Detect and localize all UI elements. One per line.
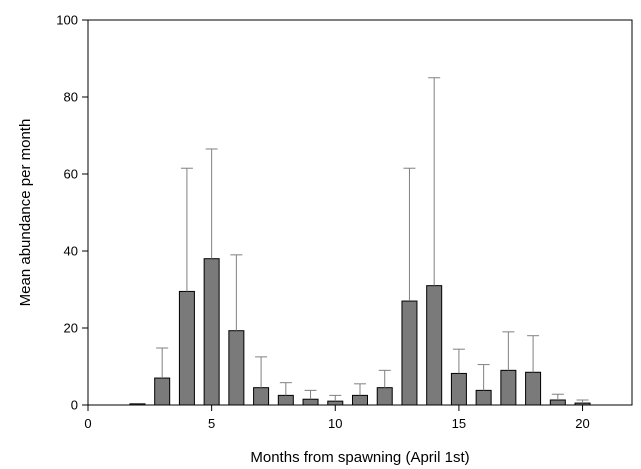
bar-month-13	[401, 300, 418, 406]
bar-month-6	[228, 330, 245, 406]
bar-month-12	[376, 387, 393, 406]
bar-month-11	[352, 394, 368, 406]
y-tick-label-100: 100	[56, 13, 78, 28]
bar-month-10	[327, 400, 344, 406]
plot-frame	[87, 19, 633, 406]
bar-month-16	[475, 389, 492, 406]
y-tick-label-40: 40	[64, 244, 78, 259]
bar-month-18	[525, 371, 542, 406]
y-tick-label-0: 0	[71, 398, 78, 413]
bar-month-14	[426, 285, 443, 406]
x-tick-label-5: 5	[208, 416, 215, 431]
bar-month-9	[302, 398, 319, 406]
x-tick-label-0: 0	[84, 416, 91, 431]
error-bars-group	[156, 77, 589, 404]
x-tick-label-10: 10	[328, 416, 342, 431]
bar-month-20	[574, 402, 591, 406]
bar-month-3	[154, 377, 171, 406]
x-axis-ticks: 0 5 10 15 20	[84, 405, 590, 431]
bar-month-4	[178, 290, 195, 406]
plot-border	[87, 19, 633, 406]
y-axis-ticks: 0 20 40 60 80 100	[56, 13, 88, 413]
bar-month-15	[450, 372, 467, 406]
x-tick-label-20: 20	[575, 416, 589, 431]
bar-month-7	[253, 387, 270, 406]
bar-month-19	[549, 399, 566, 406]
bar-month-5	[203, 258, 220, 406]
y-tick-label-60: 60	[64, 167, 78, 182]
y-tick-label-20: 20	[64, 321, 78, 336]
bar-month-17	[500, 369, 517, 406]
x-tick-label-15: 15	[452, 416, 466, 431]
x-axis-title: Months from spawning (April 1st)	[250, 449, 469, 466]
y-tick-label-80: 80	[64, 90, 78, 105]
bar-month-2	[129, 403, 146, 406]
bars-group	[129, 258, 591, 406]
y-axis-title: Mean abundance per month	[17, 119, 34, 307]
bar-month-8	[277, 394, 294, 406]
